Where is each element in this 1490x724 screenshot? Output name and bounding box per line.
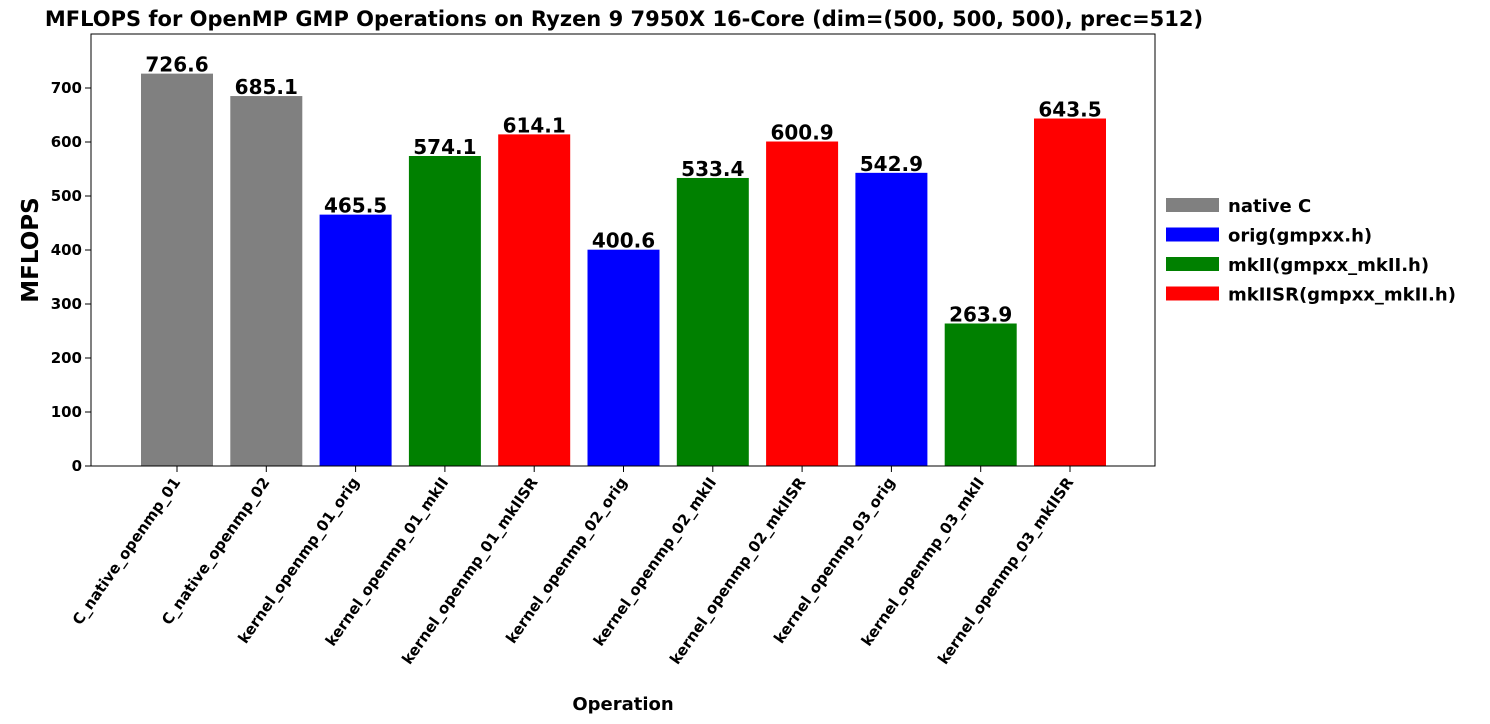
- legend-label-0: native C: [1228, 196, 1311, 217]
- value-label-kernel_openmp_03_orig: 542.9: [860, 152, 923, 176]
- bars-group: [141, 73, 1106, 467]
- y-axis: 0 100 200 300 400 500 600 700: [51, 79, 91, 475]
- value-label-kernel_openmp_02_mkIISR: 600.9: [770, 121, 833, 145]
- y-tick-label-700: 700: [51, 79, 82, 97]
- y-tick-label-300: 300: [51, 295, 82, 313]
- value-label-kernel_openmp_03_mkIISR: 643.5: [1038, 98, 1101, 122]
- legend-swatch-1: [1166, 227, 1219, 242]
- legend-swatch-3: [1166, 286, 1219, 301]
- legend: native C orig(gmpxx.h) mkII(gmpxx_mkII.h)m…: [1166, 196, 1456, 306]
- bar-kernel_openmp_02_mkII: [676, 177, 749, 467]
- legend-label-3: mkIISR(gmpxx_mkII.h): [1228, 285, 1456, 306]
- value-label-kernel_openmp_01_mkIISR: 614.1: [503, 113, 566, 137]
- value-label-kernel_openmp_02_orig: 400.6: [592, 229, 655, 253]
- y-tick-label-400: 400: [51, 241, 82, 259]
- legend-swatch-2: [1166, 257, 1219, 271]
- legend-label-2: mkII(gmpxx_mkII.h): [1228, 255, 1429, 276]
- bar-kernel_openmp_03_mkII: [944, 323, 1017, 466]
- value-label-kernel_openmp_01_orig: 465.5: [324, 194, 387, 218]
- bar-C_native_openmp_01: [141, 73, 213, 467]
- bar-kernel_openmp_01_mkIISR: [498, 134, 571, 467]
- y-tick-label-600: 600: [51, 133, 82, 151]
- value-labels-group: 726.6 685.1 465.5 574.1 614.1 400.6 533.4 600.9…: [145, 53, 1101, 327]
- bar-kernel_openmp_02_mkIISR: [766, 141, 839, 466]
- plot-frame: [90, 33, 1156, 467]
- x-axis-label: Operation: [572, 694, 673, 715]
- value-label-kernel_openmp_01_mkII: 574.1: [413, 135, 476, 159]
- x-axis: C_native_openmp_01C_native_openmp_02kern…: [69, 466, 1078, 668]
- bar-kernel_openmp_03_orig: [855, 172, 928, 467]
- y-tick-label-0: 0: [72, 457, 82, 475]
- y-tick-label-100: 100: [51, 403, 82, 421]
- legend-label-1: orig(gmpxx.h): [1228, 226, 1372, 247]
- y-tick-label-500: 500: [51, 187, 82, 205]
- value-label-kernel_openmp_03_mkII: 263.9: [949, 302, 1012, 326]
- bar-kernel_openmp_01_orig: [319, 214, 392, 466]
- bar-kernel_openmp_03_mkIISR: [1034, 118, 1106, 466]
- value-label-C_native_openmp_01: 726.6: [145, 53, 208, 77]
- bar-C_native_openmp_02: [230, 96, 303, 467]
- value-label-kernel_openmp_02_mkII: 533.4: [681, 157, 744, 181]
- y-axis-label: MFLOPS: [18, 197, 44, 302]
- chart-title: MFLOPS for OpenMP GMP Operations on Ryze…: [45, 7, 1203, 31]
- bar-kernel_openmp_01_mkII: [408, 155, 481, 466]
- legend-swatch-0: [1166, 198, 1219, 212]
- value-label-C_native_openmp_02: 685.1: [235, 75, 298, 99]
- y-tick-label-200: 200: [51, 349, 82, 367]
- bar-kernel_openmp_02_orig: [587, 249, 660, 466]
